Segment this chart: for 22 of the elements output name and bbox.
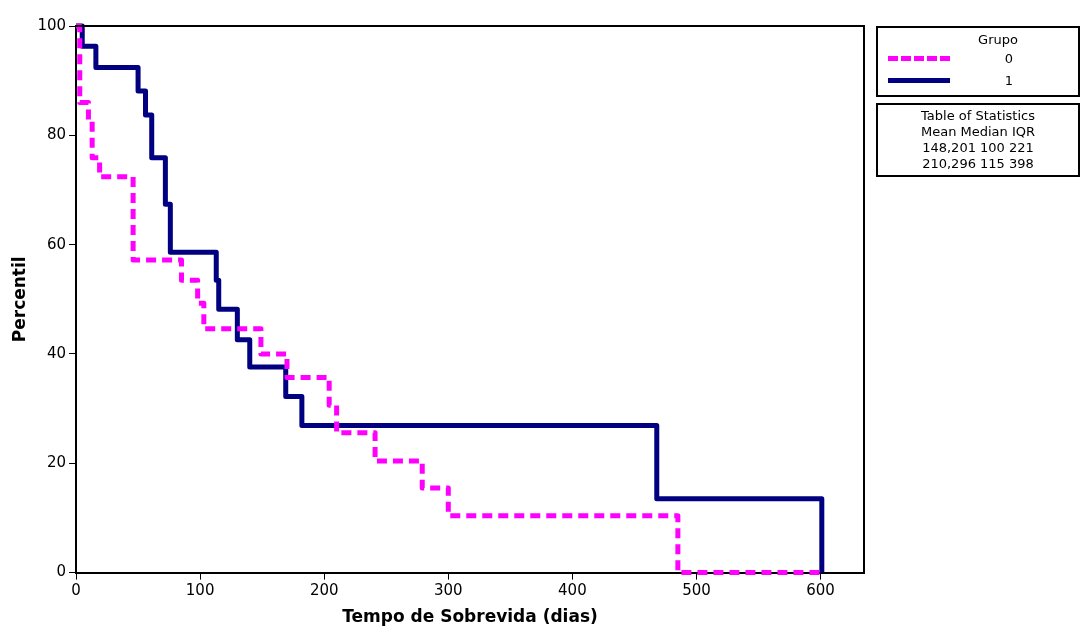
x-tick-label: 100 xyxy=(185,581,215,600)
x-tick-label: 200 xyxy=(309,581,339,600)
y-tick-label: 0 xyxy=(56,562,67,581)
legend-title: Grupo xyxy=(977,32,1019,47)
x-tick-label: 500 xyxy=(682,581,711,600)
x-axis-title: Tempo de Sobrevida (dias) xyxy=(342,606,598,627)
text: Table of Statistics xyxy=(920,108,1036,124)
x-tick-label: 400 xyxy=(558,581,587,600)
y-tick-label: 40 xyxy=(46,343,67,362)
x-tick-label: 0 xyxy=(71,581,81,600)
x-tick-label: 300 xyxy=(433,581,463,600)
text: 0 xyxy=(1003,50,1015,66)
text: Mean Median IQR xyxy=(919,124,1037,140)
y-tick-label: 100 xyxy=(37,15,67,34)
y-tick-label: 60 xyxy=(46,234,67,253)
y-tick-label: 20 xyxy=(46,453,67,472)
text: 1 xyxy=(1003,72,1015,88)
y-tick-label: 80 xyxy=(46,125,67,144)
x-tick-label: 600 xyxy=(806,581,835,600)
text: 210,296 115 398 xyxy=(921,156,1035,172)
text: 148,201 100 221 xyxy=(921,140,1035,156)
y-axis-title: Percentil xyxy=(8,256,29,343)
